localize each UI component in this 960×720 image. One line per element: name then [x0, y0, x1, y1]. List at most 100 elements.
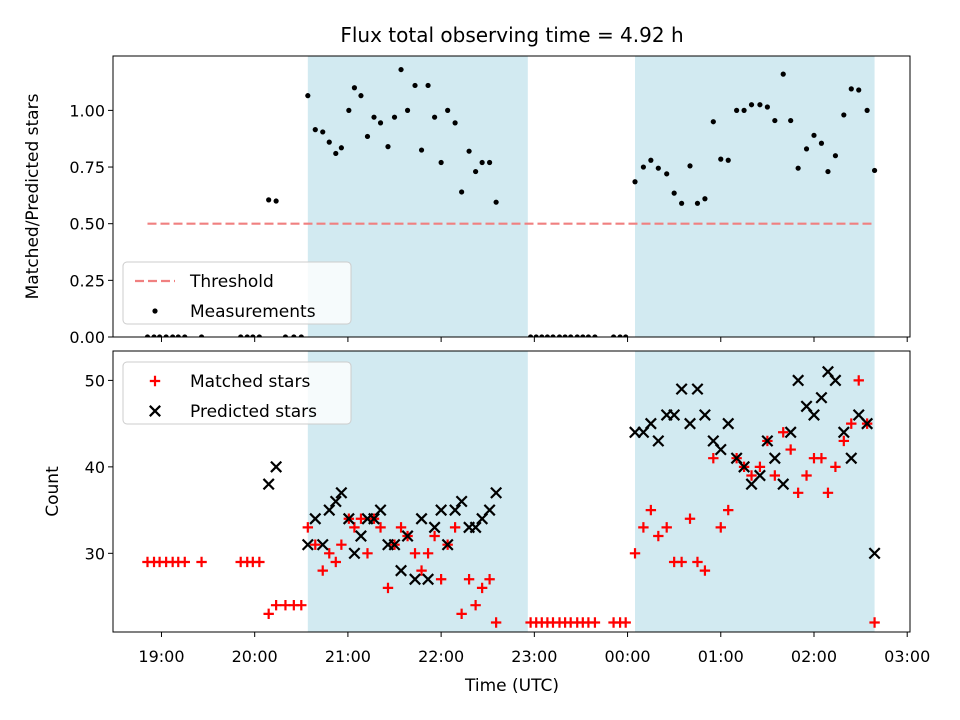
data-point: [466, 148, 472, 154]
data-point: [687, 163, 693, 169]
data-point: [629, 548, 641, 559]
y-tick-label: 1.00: [69, 101, 105, 120]
series-predicted-stars: [262, 365, 881, 586]
data-point: [610, 334, 617, 337]
y-tick-label: 0.25: [69, 271, 105, 290]
data-point: [375, 522, 386, 533]
data-point: [401, 530, 414, 543]
data-point: [455, 495, 468, 508]
legend-marker-swatch: [149, 405, 161, 417]
data-point: [371, 114, 377, 120]
data-point: [746, 470, 757, 481]
data-point: [738, 460, 751, 473]
data-point: [818, 140, 825, 146]
x-tick-label: 19:00: [138, 647, 184, 666]
data-point: [266, 197, 272, 203]
data-point: [456, 608, 467, 620]
data-point: [326, 139, 332, 145]
data-point: [734, 107, 740, 113]
data-point: [422, 548, 434, 559]
legend: Threshold Measurements: [122, 261, 352, 325]
data-point: [338, 145, 344, 151]
data-point: [486, 159, 493, 166]
data-point: [792, 487, 804, 498]
data-point: [808, 409, 820, 421]
data-point: [871, 167, 878, 174]
data-point: [562, 334, 568, 337]
data-point: [848, 86, 854, 92]
data-point: [415, 512, 428, 525]
data-point: [679, 200, 685, 206]
data-point: [825, 168, 831, 175]
data-point: [671, 190, 677, 196]
data-point: [869, 617, 880, 628]
data-point: [589, 617, 601, 628]
data-point: [254, 556, 265, 568]
data-point: [768, 452, 781, 465]
data-point: [163, 334, 169, 337]
data-point: [484, 574, 495, 585]
data-point: [644, 417, 657, 430]
data-point: [312, 127, 318, 133]
data-point: [556, 334, 563, 337]
data-point: [244, 334, 250, 337]
data-point: [291, 334, 297, 337]
data-point: [404, 107, 411, 113]
data-point: [435, 574, 447, 585]
data-point: [342, 512, 355, 525]
data-point: [741, 107, 747, 113]
data-point: [374, 504, 387, 517]
data-point: [385, 144, 391, 150]
data-point: [348, 547, 361, 560]
data-point: [718, 156, 724, 162]
data-point: [777, 478, 790, 491]
legend: Matched stars Predicted stars: [122, 361, 352, 425]
data-point: [592, 334, 598, 337]
legend-box: [122, 261, 352, 325]
data-point: [395, 564, 408, 577]
data-point: [574, 334, 580, 337]
data-point: [620, 617, 631, 628]
data-point: [816, 453, 827, 464]
data-point: [638, 522, 649, 533]
data-point: [528, 334, 534, 337]
data-point: [346, 107, 352, 113]
x-tick-label: 00:00: [604, 647, 650, 666]
data-point: [144, 334, 151, 337]
data-point: [179, 556, 190, 568]
data-point: [684, 417, 696, 430]
data-point: [409, 548, 421, 559]
data-point: [691, 383, 704, 396]
y-tick-label: 50: [85, 371, 105, 390]
data-point: [788, 117, 794, 124]
data-point: [792, 374, 805, 387]
x-tick-label: 20:00: [232, 647, 278, 666]
data-point: [364, 133, 371, 140]
data-point: [640, 164, 647, 170]
data-point: [368, 512, 380, 525]
plot-area: [144, 56, 878, 337]
data-point: [310, 539, 321, 550]
data-point: [459, 189, 465, 195]
data-point: [722, 417, 735, 430]
data-point: [748, 102, 755, 108]
y-tick-label: 30: [85, 544, 105, 563]
y-axis-label: Matched/Predicted stars: [23, 93, 43, 299]
ratio-panel: 0.00 0.25 0.50 0.75 1.00 Matched/Predicted st…: [23, 55, 911, 347]
data-point: [270, 460, 283, 473]
data-point: [845, 452, 858, 465]
data-point: [469, 521, 482, 534]
data-point: [428, 521, 441, 534]
data-point: [198, 334, 205, 337]
data-point: [449, 504, 462, 517]
data-point: [435, 504, 448, 517]
data-point: [856, 87, 862, 93]
data-point: [250, 334, 256, 337]
data-point: [780, 71, 786, 77]
y-tick-label: 40: [85, 458, 105, 477]
data-point: [694, 200, 701, 206]
legend-box: [122, 361, 352, 425]
series-matched-stars: [142, 375, 880, 628]
data-point: [316, 538, 329, 551]
data-point: [668, 409, 681, 421]
